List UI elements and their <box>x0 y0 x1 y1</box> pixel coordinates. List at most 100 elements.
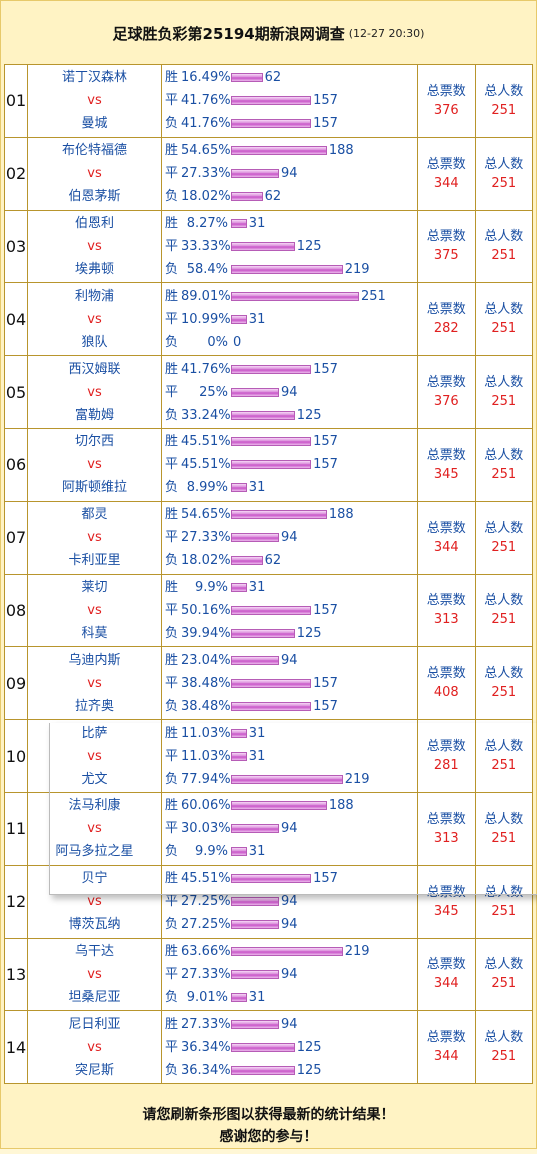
outcome-percent: 63.66% <box>181 943 231 959</box>
vote-bar <box>231 218 247 228</box>
outcome-label-draw: 平 <box>165 384 179 400</box>
outcome-percent: 0% <box>207 334 228 350</box>
outcome-percent: 38.48% <box>181 675 231 691</box>
bar-row-lose: 负 18.02% 62 <box>162 549 417 572</box>
match-teams: 尼日利亚 vs 突尼斯 <box>27 1010 162 1085</box>
away-team: 坦桑尼亚 <box>68 989 121 1005</box>
match-number: 09 <box>4 646 28 721</box>
outcome-percent: 41.76% <box>181 93 231 109</box>
outcome-label-lose: 负 <box>165 917 179 933</box>
outcome-label-win: 胜 <box>165 725 179 741</box>
bar-row-lose: 负 58.4% 219 <box>162 258 417 281</box>
match-teams: 比萨 vs 尤文 <box>27 719 162 793</box>
home-team: 利物浦 <box>74 288 114 304</box>
bar-row-win: 胜 60.06% 188 <box>162 794 417 817</box>
total-votes-value: 376 <box>433 394 459 410</box>
vote-bar <box>231 969 279 979</box>
outcome-votes: 219 <box>344 943 370 959</box>
outcome-votes: 94 <box>280 166 298 182</box>
outcome-label-win: 胜 <box>165 798 179 814</box>
outcome-percent: 8.27% <box>186 215 228 231</box>
vote-bar <box>231 241 295 251</box>
match-number: 02 <box>4 136 28 211</box>
match-number: 07 <box>4 500 28 575</box>
outcome-percent: 60.06% <box>181 798 231 814</box>
match-teams: 都灵 vs 卡利亚里 <box>27 500 162 575</box>
bar-row-lose: 负 33.24% 125 <box>162 404 417 427</box>
outcome-votes: 219 <box>344 771 370 787</box>
total-votes-value: 344 <box>433 976 459 992</box>
outcome-label-win: 胜 <box>165 70 179 86</box>
outcome-votes: 94 <box>280 530 298 546</box>
match-teams: 利物浦 vs 狼队 <box>27 282 162 357</box>
outcome-label-win: 胜 <box>165 871 179 887</box>
outcome-votes: 157 <box>313 698 338 714</box>
total-votes-label: 总票数 <box>426 811 466 827</box>
match-row: 03 伯恩利 vs 埃弗顿 胜 8.27% 31 平 33.33% 125 负 58.4% 219 总票数… <box>4 209 533 284</box>
total-people-cell: 总人数 251 <box>474 64 533 138</box>
bar-row-draw: 平 27.25% 94 <box>162 890 417 913</box>
outcome-votes: 94 <box>280 384 298 400</box>
outcome-percent: 50.16% <box>181 602 231 618</box>
match-number: 04 <box>4 282 28 357</box>
away-team: 阿马多拉之星 <box>55 844 134 860</box>
match-row: 14 尼日利亚 vs 突尼斯 胜 27.33% 94 平 36.34% 125 负 36.34% 125… <box>4 1010 533 1085</box>
bar-row-draw: 平 41.76% 157 <box>162 89 417 112</box>
match-number: 14 <box>4 1010 28 1085</box>
outcome-label-win: 胜 <box>165 579 179 595</box>
match-number: 01 <box>4 64 28 138</box>
bar-row-win: 胜 23.04% 94 <box>162 649 417 672</box>
match-teams: 西汉姆联 vs 富勒姆 <box>27 355 162 429</box>
vote-bar <box>231 192 263 202</box>
total-votes-cell: 总票数 408 <box>417 646 476 721</box>
outcome-votes: 94 <box>280 652 298 668</box>
outcome-percent: 41.76% <box>181 361 231 377</box>
outcome-label-win: 胜 <box>165 215 179 231</box>
total-votes-cell: 总票数 344 <box>417 1010 476 1085</box>
total-people-cell: 总人数 251 <box>474 864 533 939</box>
vote-bar <box>231 291 359 301</box>
vote-bars: 胜 45.51% 157 平 45.51% 157 负 8.99% 31 <box>161 427 418 502</box>
total-people-value: 251 <box>491 830 517 846</box>
vote-bar <box>231 582 247 592</box>
match-teams: 伯恩利 vs 埃弗顿 <box>27 209 162 284</box>
total-votes-label: 总票数 <box>426 447 466 463</box>
outcome-percent: 18.02% <box>181 189 231 205</box>
bar-row-draw: 平 27.33% 94 <box>162 526 417 549</box>
vs-label: vs <box>87 1039 102 1055</box>
bar-row-win: 胜 9.9% 31 <box>162 576 417 599</box>
match-teams: 切尔西 vs 阿斯顿维拉 <box>27 427 162 502</box>
away-team: 卡利亚里 <box>68 553 121 569</box>
total-votes-label: 总票数 <box>426 1030 466 1046</box>
vote-bar <box>231 605 312 615</box>
outcome-percent: 27.25% <box>181 917 231 933</box>
away-team: 埃弗顿 <box>74 261 114 277</box>
total-votes-label: 总票数 <box>426 739 466 755</box>
total-people-cell: 总人数 251 <box>474 136 533 211</box>
total-votes-cell: 总票数 344 <box>417 136 476 211</box>
vote-bar <box>231 655 279 665</box>
vote-bar <box>231 678 312 688</box>
outcome-percent: 45.51% <box>181 434 231 450</box>
total-votes-label: 总票数 <box>426 593 466 609</box>
home-team: 比萨 <box>81 725 108 741</box>
vs-label: vs <box>87 166 102 182</box>
bar-row-lose: 负 27.25% 94 <box>162 913 417 936</box>
total-people-value: 251 <box>491 102 517 118</box>
outcome-percent: 23.04% <box>181 652 231 668</box>
outcome-label-draw: 平 <box>165 93 179 109</box>
outcome-percent: 33.33% <box>181 238 231 254</box>
home-team: 伯恩利 <box>74 215 114 231</box>
match-number: 13 <box>4 937 28 1012</box>
total-votes-label: 总票数 <box>426 229 466 245</box>
bar-row-win: 胜 54.65% 188 <box>162 503 417 526</box>
match-teams: 乌干达 vs 坦桑尼亚 <box>27 937 162 1012</box>
match-number: 06 <box>4 427 28 502</box>
outcome-votes: 94 <box>280 917 298 933</box>
total-people-cell: 总人数 251 <box>474 646 533 721</box>
outcome-label-win: 胜 <box>165 434 179 450</box>
vote-bar <box>231 460 312 470</box>
vote-bar <box>231 556 263 566</box>
vote-bar <box>231 533 279 543</box>
away-team: 富勒姆 <box>74 407 114 423</box>
